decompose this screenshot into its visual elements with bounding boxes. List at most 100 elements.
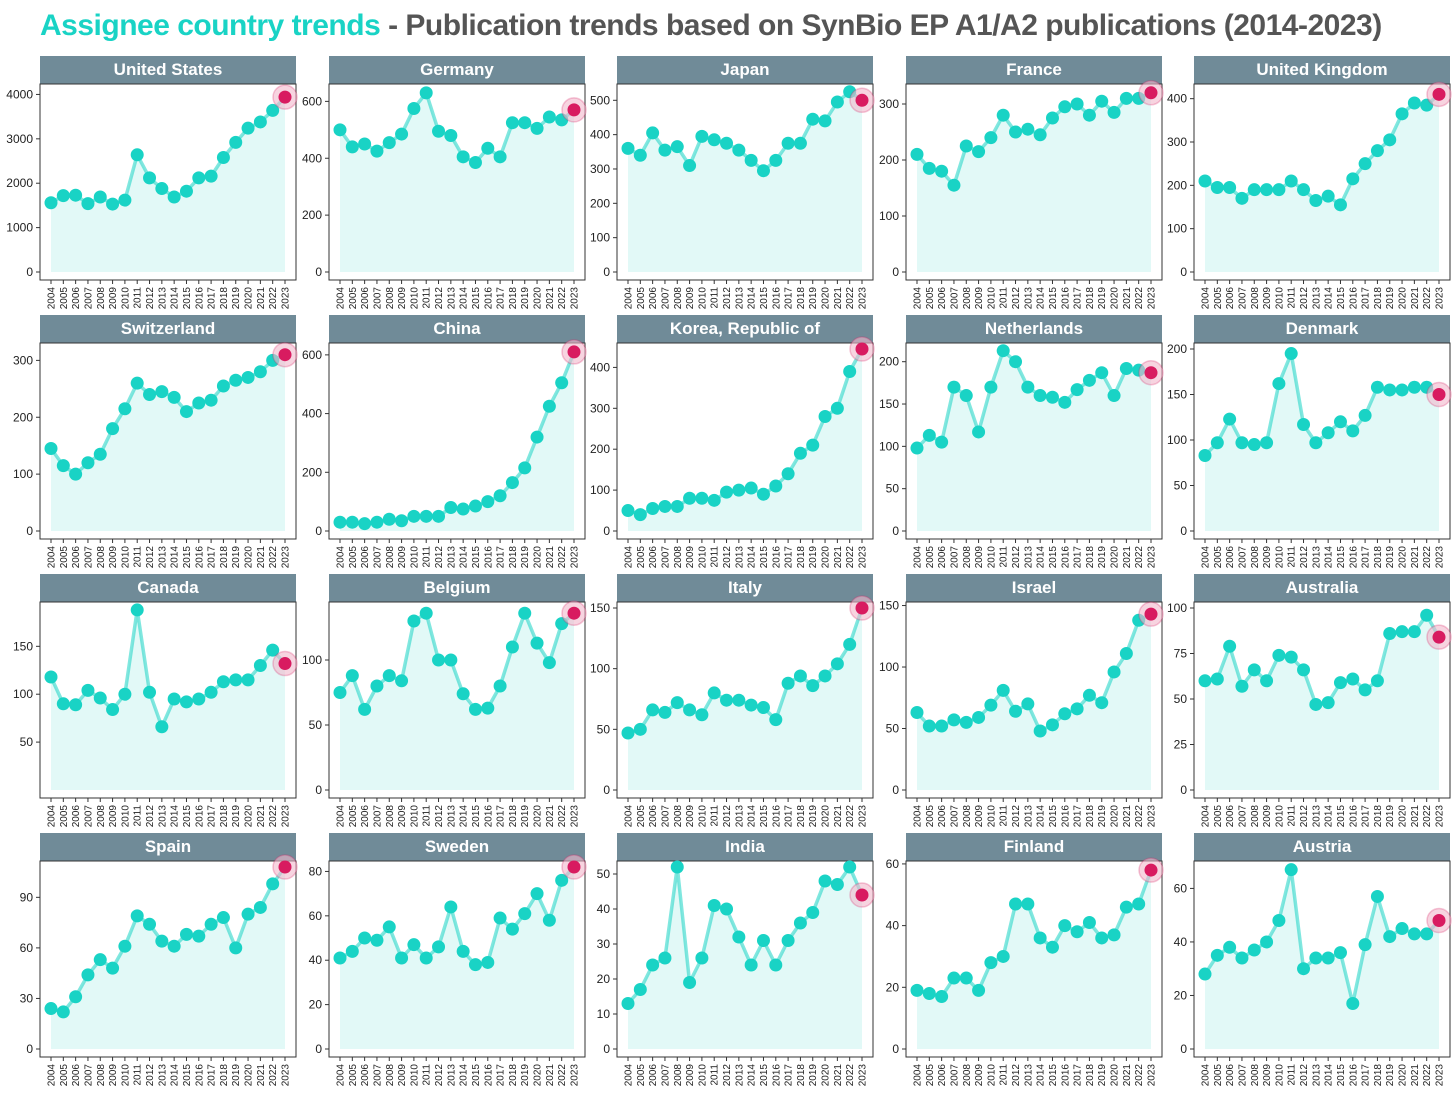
panel-title: China	[329, 315, 585, 343]
x-tick-label: 2013	[1311, 1064, 1322, 1087]
data-point-highlight	[278, 657, 292, 671]
data-point	[683, 976, 697, 989]
data-point	[707, 899, 721, 912]
x-tick-label: 2015	[1336, 1064, 1347, 1087]
x-tick-label: 2014	[747, 1064, 758, 1087]
data-point	[744, 153, 758, 167]
data-point	[732, 483, 746, 497]
data-point	[542, 110, 556, 124]
data-point	[972, 145, 986, 159]
x-tick-label: 2019	[520, 1064, 531, 1087]
data-point	[683, 159, 697, 173]
panel-title: Spain	[40, 833, 296, 861]
y-tick-label: 200	[13, 410, 33, 424]
y-tick-label: 100	[879, 660, 899, 674]
data-point	[432, 653, 446, 667]
data-point	[1058, 707, 1072, 721]
x-tick-label: 2022	[268, 287, 279, 310]
data-point	[843, 860, 857, 874]
data-point	[1333, 415, 1347, 429]
panel-title: Belgium	[329, 574, 585, 602]
y-tick-label: 100	[590, 483, 610, 497]
x-tick-label: 2010	[986, 1064, 997, 1087]
data-point-highlight	[567, 103, 581, 117]
x-tick-label: 2004	[1201, 1064, 1212, 1087]
data-point	[806, 679, 820, 693]
chart-title-highlight: Assignee country trends	[40, 9, 381, 42]
data-point	[818, 669, 832, 683]
x-tick-label: 2021	[256, 1064, 267, 1087]
data-point	[444, 900, 458, 914]
data-point	[407, 938, 421, 952]
x-tick-label: 2017	[496, 287, 507, 310]
panel-border	[1193, 342, 1451, 540]
x-tick-label: 2014	[459, 1064, 470, 1087]
data-point	[720, 485, 734, 499]
x-tick-label: 2015	[471, 1064, 482, 1087]
x-tick-label: 2009	[685, 546, 696, 569]
data-point	[1058, 919, 1072, 933]
data-point	[1272, 183, 1286, 197]
x-tick-label: 2007	[83, 805, 94, 828]
x-tick-label: 2023	[1147, 1064, 1158, 1087]
panel-title: Finland	[906, 833, 1162, 861]
x-tick-label: 2015	[182, 805, 193, 828]
y-tick-label: 200	[1167, 342, 1187, 356]
data-point	[756, 934, 770, 947]
data-point	[621, 141, 635, 155]
y-tick-label: 400	[1167, 92, 1187, 106]
data-point	[1058, 100, 1072, 114]
x-tick-label: 2016	[771, 546, 782, 569]
y-tick-label: 80	[309, 864, 323, 878]
x-tick-label: 2012	[145, 1064, 156, 1087]
x-tick-label: 2018	[219, 1064, 230, 1087]
y-tick-label: 0	[1180, 1042, 1187, 1056]
x-tick-label: 2005	[925, 546, 936, 569]
y-tick-label: 0	[892, 783, 899, 797]
data-point	[1095, 696, 1109, 710]
data-point	[843, 637, 857, 651]
data-point	[229, 673, 243, 687]
data-point	[1210, 948, 1224, 962]
data-point	[333, 951, 347, 965]
panel-border	[905, 342, 1163, 540]
y-tick-label: 100	[590, 662, 610, 676]
data-point-highlight	[1432, 914, 1446, 928]
data-point	[143, 685, 157, 699]
data-point	[935, 990, 949, 1004]
data-point	[69, 188, 83, 202]
data-point	[555, 873, 569, 887]
y-tick-label: 200	[302, 465, 322, 479]
data-point	[707, 686, 721, 700]
data-point	[1333, 946, 1347, 960]
y-tick-label: 200	[302, 208, 322, 222]
data-point	[358, 931, 372, 945]
x-tick-label: 2021	[545, 546, 556, 569]
x-tick-label: 2012	[1011, 546, 1022, 569]
data-point	[1223, 412, 1237, 426]
y-tick-label: 0	[315, 524, 322, 538]
data-point	[419, 509, 433, 523]
data-point	[959, 715, 973, 729]
data-point	[781, 676, 795, 690]
data-point	[984, 956, 998, 970]
x-tick-label: 2016	[483, 1064, 494, 1087]
panel-title: France	[906, 56, 1162, 84]
data-point-highlight	[1144, 86, 1158, 100]
data-point	[1272, 377, 1286, 391]
x-tick-label: 2022	[845, 1064, 856, 1087]
data-point	[910, 147, 924, 161]
series-area	[51, 354, 285, 531]
data-point	[468, 958, 482, 972]
x-tick-label: 2011	[133, 805, 144, 827]
data-point	[419, 606, 433, 620]
data-point	[456, 502, 470, 516]
y-tick-label: 20	[597, 972, 611, 986]
x-tick-label: 2013	[1311, 546, 1322, 569]
x-tick-label: 2022	[845, 805, 856, 828]
x-tick-label: 2014	[1036, 805, 1047, 828]
x-tick-label: 2004	[624, 546, 635, 569]
data-point	[984, 131, 998, 145]
data-point	[216, 675, 230, 689]
